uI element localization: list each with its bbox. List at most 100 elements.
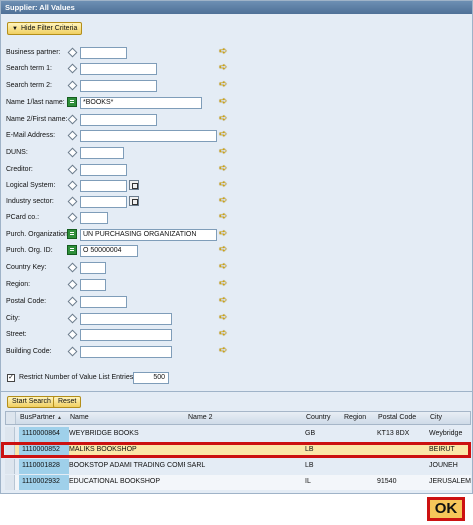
- multiple-selection-arrow-icon[interactable]: ➪: [219, 113, 228, 124]
- criteria-input[interactable]: [80, 212, 108, 224]
- equals-operator-icon[interactable]: [67, 97, 77, 107]
- multiple-selection-arrow-icon[interactable]: ➪: [219, 195, 228, 206]
- criteria-input[interactable]: [80, 296, 127, 308]
- table-cell-name: EDUCATIONAL BOOKSHOP: [69, 478, 161, 485]
- reset-button[interactable]: Reset: [53, 396, 82, 408]
- column-header[interactable]: Country: [306, 412, 342, 424]
- multiple-selection-arrow-icon[interactable]: ➪: [219, 278, 228, 289]
- diamond-icon[interactable]: [67, 130, 78, 141]
- table-row[interactable]: 1110000864 WEYBRIDGE BOOKS GB KT13 8DX Weybr…: [5, 427, 471, 442]
- f4-help-icon[interactable]: [129, 196, 139, 206]
- criteria-label: Building Code:: [6, 348, 52, 355]
- start-search-button[interactable]: Start Search: [7, 396, 56, 408]
- table-cell-name: BOOKSTOP ADAMI TRADING COMP...: [69, 462, 185, 469]
- criteria-label: E-Mail Address:: [6, 132, 56, 139]
- criteria-input[interactable]: *BOOKS*: [80, 97, 202, 109]
- diamond-icon[interactable]: [67, 80, 78, 91]
- multiple-selection-arrow-icon[interactable]: ➪: [219, 261, 228, 272]
- column-header[interactable]: Name 2: [188, 412, 304, 424]
- criteria-input[interactable]: [80, 114, 157, 126]
- diamond-icon[interactable]: [67, 47, 78, 58]
- criteria-input[interactable]: [80, 196, 127, 208]
- multiple-selection-arrow-icon[interactable]: ➪: [219, 328, 228, 339]
- row-selector[interactable]: [5, 475, 15, 490]
- column-header-label: Name 2: [188, 414, 213, 421]
- table-cell-name2: SARL: [187, 462, 206, 469]
- multiple-selection-arrow-icon[interactable]: ➪: [219, 62, 228, 73]
- table-cell-postal: 91540: [377, 478, 397, 485]
- diamond-icon[interactable]: [67, 180, 78, 191]
- criteria-input[interactable]: [80, 147, 124, 159]
- multiple-selection-arrow-icon[interactable]: ➪: [219, 244, 228, 255]
- table-cell-bp[interactable]: 1110002932: [19, 475, 69, 490]
- diamond-icon[interactable]: [67, 114, 78, 125]
- criteria-row: Purch. Org. ID: O 50000004 ➪: [1, 244, 473, 261]
- column-header[interactable]: Region: [344, 412, 376, 424]
- restrict-count-input[interactable]: 500: [133, 372, 169, 384]
- select-all-cell[interactable]: [6, 412, 16, 424]
- criteria-input[interactable]: [80, 80, 157, 92]
- multiple-selection-arrow-icon[interactable]: ➪: [219, 46, 228, 57]
- diamond-icon[interactable]: [67, 164, 78, 175]
- multiple-selection-arrow-icon[interactable]: ➪: [219, 345, 228, 356]
- criteria-input[interactable]: O 50000004: [80, 245, 138, 257]
- divider: [1, 391, 472, 392]
- diamond-icon[interactable]: [67, 63, 78, 74]
- table-cell-bp[interactable]: 1110001828: [19, 459, 69, 474]
- row-selector[interactable]: [5, 427, 15, 442]
- row-selector[interactable]: [5, 443, 15, 458]
- column-header[interactable]: BusPartner ▲: [20, 412, 70, 424]
- criteria-input[interactable]: [80, 180, 127, 192]
- row-selector[interactable]: [5, 459, 15, 474]
- criteria-input[interactable]: [80, 47, 127, 59]
- criteria-input[interactable]: [80, 164, 127, 176]
- table-cell-bp[interactable]: 1110000864: [19, 427, 69, 442]
- multiple-selection-arrow-icon[interactable]: ➪: [219, 179, 228, 190]
- criteria-input[interactable]: [80, 279, 106, 291]
- diamond-icon[interactable]: [67, 212, 78, 223]
- table-cell-name: MALIKS BOOKSHOP: [69, 446, 137, 453]
- diamond-icon[interactable]: [67, 196, 78, 207]
- ok-button[interactable]: OK: [427, 497, 465, 521]
- multiple-selection-arrow-icon[interactable]: ➪: [219, 312, 228, 323]
- criteria-input[interactable]: [80, 346, 172, 358]
- multiple-selection-arrow-icon[interactable]: ➪: [219, 228, 228, 239]
- column-header[interactable]: Name: [70, 412, 186, 424]
- table-row[interactable]: 1110001828 BOOKSTOP ADAMI TRADING COMP...…: [5, 459, 471, 474]
- multiple-selection-arrow-icon[interactable]: ➪: [219, 79, 228, 90]
- criteria-input[interactable]: [80, 262, 106, 274]
- column-header[interactable]: City: [430, 412, 472, 424]
- hide-filter-criteria-button[interactable]: ▼ Hide Filter Criteria: [7, 22, 83, 35]
- table-row[interactable]: 1110002932 EDUCATIONAL BOOKSHOP IL 91540 JER…: [5, 475, 471, 490]
- table-row[interactable]: 1110000852 MALIKS BOOKSHOP LB BEIRUT: [5, 443, 471, 458]
- f4-help-icon[interactable]: [129, 180, 139, 190]
- restrict-checkbox[interactable]: ✓: [7, 374, 15, 382]
- column-header[interactable]: Postal Code: [378, 412, 428, 424]
- criteria-row: Logical System: ➪: [1, 179, 473, 196]
- diamond-icon[interactable]: [67, 262, 78, 273]
- criteria-input[interactable]: [80, 130, 217, 142]
- column-header-label: Name: [70, 414, 89, 421]
- equals-operator-icon[interactable]: [67, 245, 77, 255]
- multiple-selection-arrow-icon[interactable]: ➪: [219, 129, 228, 140]
- criteria-row: Search term 2: ➪: [1, 79, 473, 96]
- diamond-icon[interactable]: [67, 329, 78, 340]
- criteria-input[interactable]: [80, 329, 172, 341]
- table-cell-country: IL: [305, 478, 311, 485]
- diamond-icon[interactable]: [67, 279, 78, 290]
- multiple-selection-arrow-icon[interactable]: ➪: [219, 96, 228, 107]
- multiple-selection-arrow-icon[interactable]: ➪: [219, 211, 228, 222]
- multiple-selection-arrow-icon[interactable]: ➪: [219, 295, 228, 306]
- criteria-input[interactable]: UN PURCHASING ORGANIZATION: [80, 229, 217, 241]
- multiple-selection-arrow-icon[interactable]: ➪: [219, 146, 228, 157]
- criteria-input[interactable]: [80, 313, 172, 325]
- multiple-selection-arrow-icon[interactable]: ➪: [219, 163, 228, 174]
- equals-operator-icon[interactable]: [67, 229, 77, 239]
- diamond-icon[interactable]: [67, 147, 78, 158]
- diamond-icon[interactable]: [67, 313, 78, 324]
- table-cell-bp[interactable]: 1110000852: [19, 443, 69, 458]
- criteria-label: Industry sector:: [6, 198, 54, 205]
- diamond-icon[interactable]: [67, 296, 78, 307]
- diamond-icon[interactable]: [67, 346, 78, 357]
- criteria-input[interactable]: [80, 63, 157, 75]
